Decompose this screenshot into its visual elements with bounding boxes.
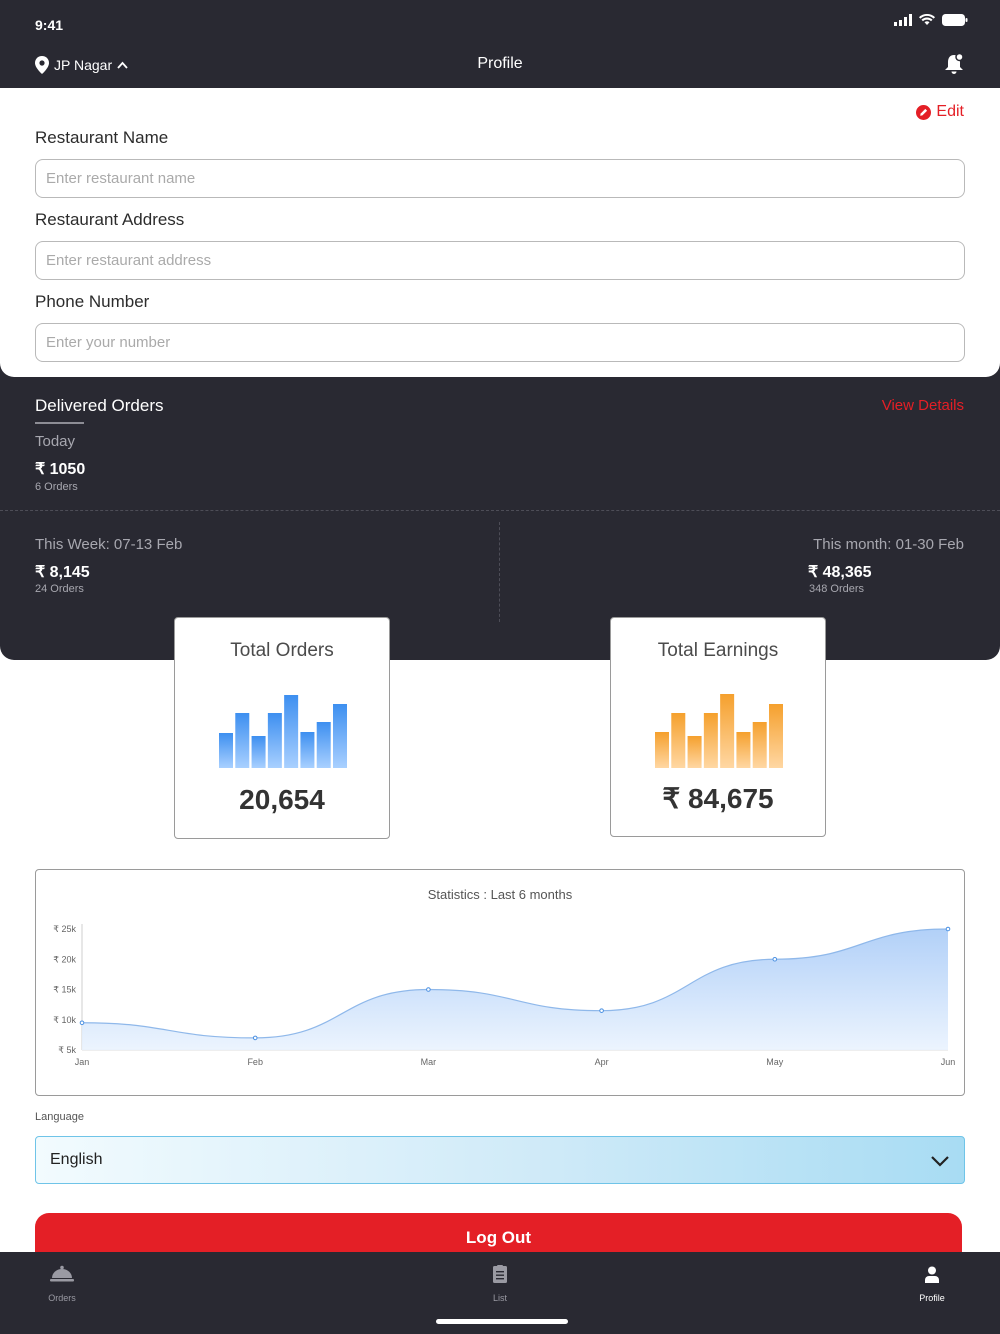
y-tick-label: ₹ 20k — [53, 954, 76, 964]
location-pin-icon — [35, 56, 49, 74]
phone-number-label: Phone Number — [35, 292, 150, 311]
tab-list[interactable]: List — [460, 1262, 540, 1303]
total-earnings-bar — [752, 722, 767, 768]
edit-pencil-icon — [916, 104, 932, 120]
total-orders-bar — [284, 695, 299, 768]
y-tick-label: ₹ 5k — [58, 1045, 76, 1055]
location-label: JP Nagar — [54, 57, 113, 73]
restaurant-address-label: Restaurant Address — [35, 210, 185, 229]
person-icon — [925, 1266, 939, 1283]
week-label: This Week: 07-13 Feb — [35, 536, 183, 553]
total-orders-card: Total Orders 20,654 — [174, 617, 390, 839]
series-line — [81, 928, 949, 1039]
total-earnings-bar — [769, 704, 783, 768]
language-label: Language — [35, 1111, 84, 1123]
language-selected-value: English — [50, 1151, 103, 1168]
total-earnings-bar — [720, 694, 735, 768]
x-tick-label: Apr — [595, 1057, 609, 1067]
chevron-up-icon — [117, 61, 128, 69]
week-orders-count: 24 Orders — [35, 583, 84, 595]
series-area — [82, 929, 948, 1050]
data-point — [426, 987, 431, 992]
notification-bell-icon — [945, 52, 964, 74]
restaurant-name-label: Restaurant Name — [35, 128, 169, 147]
total-orders-bar — [300, 732, 315, 768]
data-point — [945, 926, 951, 932]
total-earnings-bar — [655, 732, 669, 768]
tab-orders[interactable]: Orders — [22, 1262, 102, 1303]
tab-profile-label: Profile — [919, 1293, 945, 1303]
total-earnings-bar — [703, 713, 718, 768]
home-indicator — [436, 1319, 568, 1324]
total-earnings-value: ₹ 84,675 — [662, 783, 774, 814]
data-point — [599, 1008, 604, 1013]
total-earnings-bar — [671, 713, 686, 768]
status-time: 9:41 — [35, 17, 64, 33]
month-amount: ₹ 48,365 — [808, 564, 872, 581]
restaurant-name-input[interactable] — [35, 159, 965, 198]
total-orders-bar — [267, 713, 282, 768]
statistics-chart: Statistics : Last 6 months ₹ 25k ₹ 20k ₹ 1… — [35, 869, 965, 1096]
total-earnings-bar — [736, 732, 751, 768]
clipboard-list-icon — [493, 1265, 507, 1283]
section-divider — [0, 510, 1000, 511]
phone-number-input[interactable] — [35, 323, 965, 362]
total-earnings-label: Total Earnings — [657, 640, 779, 661]
today-amount: ₹ 1050 — [35, 461, 86, 478]
month-label: This month: 01-30 Feb — [813, 536, 964, 553]
tab-orders-label: Orders — [48, 1293, 76, 1303]
tab-profile[interactable]: Profile — [892, 1262, 972, 1303]
total-orders-bar — [235, 713, 250, 768]
total-orders-bar — [219, 733, 233, 768]
notification-button[interactable] — [944, 52, 964, 80]
chart-title: Statistics : Last 6 months — [427, 887, 573, 902]
restaurant-address-input[interactable] — [35, 241, 965, 280]
y-tick-label: ₹ 15k — [53, 985, 76, 995]
logout-label: Log Out — [465, 1228, 532, 1247]
column-divider — [499, 522, 500, 622]
data-point — [79, 1020, 85, 1026]
total-earnings-bar-icon — [655, 694, 783, 768]
battery-icon — [942, 14, 968, 26]
cloche-icon — [50, 1265, 74, 1282]
week-amount: ₹ 8,145 — [35, 564, 90, 581]
edit-button[interactable]: Edit — [916, 103, 964, 121]
location-selector[interactable]: JP Nagar — [35, 56, 128, 74]
view-details-link[interactable]: View Details — [881, 397, 964, 414]
total-earnings-card: Total Earnings ₹ 84,675 — [610, 617, 826, 837]
x-tick-label: Jan — [75, 1057, 90, 1067]
x-tick-label: Mar — [421, 1057, 437, 1067]
y-tick-label: ₹ 10k — [53, 1015, 76, 1025]
total-earnings-bar — [687, 736, 702, 768]
month-orders-count: 348 Orders — [809, 583, 865, 595]
profile-form-card: Edit Restaurant Name Restaurant Address … — [0, 88, 1000, 377]
today-label: Today — [35, 433, 76, 450]
total-orders-value: 20,654 — [239, 784, 325, 815]
total-orders-bar — [316, 722, 331, 768]
delivered-orders-title: Delivered Orders — [35, 396, 164, 415]
total-orders-label: Total Orders — [230, 640, 334, 661]
chevron-down-icon — [931, 1156, 949, 1167]
data-point — [252, 1035, 258, 1041]
total-orders-bar — [251, 736, 266, 768]
delivered-orders-underline — [35, 422, 84, 424]
x-tick-label: Feb — [247, 1057, 263, 1067]
total-orders-bar-icon — [219, 695, 347, 768]
total-orders-bar — [333, 704, 347, 768]
today-orders-count: 6 Orders — [35, 481, 78, 493]
tab-list-label: List — [492, 1293, 507, 1303]
x-tick-label: May — [766, 1057, 784, 1067]
statistics-chart-svg: ₹ 25k ₹ 20k ₹ 15k ₹ 10k ₹ 5k Jan Feb Mar Apr May J… — [53, 924, 956, 1067]
page-title: Profile — [477, 55, 523, 72]
y-tick-label: ₹ 25k — [53, 924, 76, 934]
edit-label: Edit — [936, 103, 964, 120]
status-icons — [894, 14, 968, 26]
wifi-icon — [919, 14, 935, 25]
x-tick-label: Jun — [941, 1057, 956, 1067]
language-select[interactable]: English — [35, 1136, 965, 1184]
signal-icon — [894, 14, 912, 26]
data-point — [772, 956, 778, 962]
